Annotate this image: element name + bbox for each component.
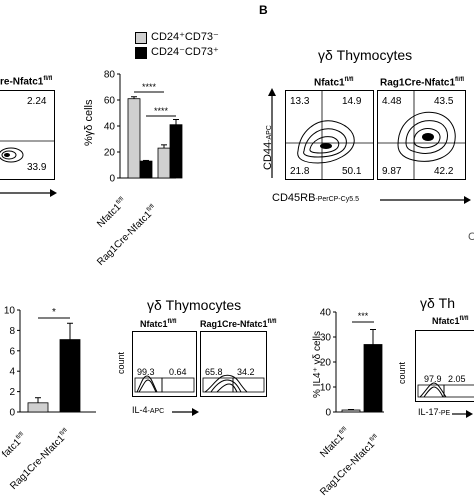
legend-label-2: CD24⁻CD73⁺	[151, 46, 219, 58]
mid-hist-2-left: 65.8	[205, 367, 223, 377]
right-top-flow-plot-2: 4.48 43.5 9.87 42.2	[377, 90, 466, 180]
chart-top-ytick-label: 0	[109, 174, 115, 185]
chart-br-bar-1	[341, 409, 361, 413]
chart-top-ytick-label: 20	[104, 148, 116, 159]
right-bottom-x-arrow	[452, 410, 473, 418]
chart-br-ytick-label: 20	[320, 358, 332, 369]
top-left-q-top-right: 2.24	[27, 96, 47, 107]
flow2-q-tr: 43.5	[434, 96, 454, 107]
mid-hist-1-left: 99.3	[137, 367, 155, 377]
chart-bl-ytick-label: 4	[9, 367, 15, 378]
chart-top-sig-2: ****	[154, 106, 169, 116]
right-bottom-hist-right: 2.05	[448, 374, 466, 384]
mid-hist-plot-2: 65.8 34.2	[200, 331, 267, 397]
right-top-col1: Nfatc1fl/fl	[314, 77, 354, 89]
chart-br-ytick-label: 10	[320, 383, 332, 394]
right-top-y-arrow	[268, 88, 276, 178]
chart-bl-sig: *	[52, 307, 56, 318]
chart-br-ytick-label: 0	[325, 408, 331, 419]
mid-hist-2-right: 34.2	[237, 367, 255, 377]
chart-top-ytick-label: 80	[104, 70, 116, 81]
chart-bl-ytick-label: 6	[9, 346, 15, 357]
mid-hist-2-curves	[202, 374, 265, 393]
right-bottom-ylabel: count	[397, 361, 407, 384]
top-left-flow-plot: 2.24 33.9	[0, 90, 55, 180]
chart-top: 0 20 40 60 80 **** ****	[104, 70, 183, 185]
flow1-q-tl: 13.3	[290, 96, 310, 107]
chart-br-sig: ***	[358, 311, 369, 321]
chart-bottom-left: 0 2 4 6 8 10 *	[4, 306, 96, 419]
right-bottom-hist-curves	[417, 382, 474, 398]
chart-bl-ytick-label: 8	[9, 326, 15, 337]
chart-br-bar-2	[363, 344, 383, 413]
flow1-q-br: 50.1	[342, 166, 362, 177]
chart-bottom-right: 0 10 20 30 40 ***	[320, 308, 384, 419]
flow1-q-bl: 21.8	[290, 166, 310, 177]
flow2-q-br: 42.2	[434, 166, 454, 177]
mid-hist-1-curves	[134, 375, 195, 393]
legend-label-1: CD24⁺CD73⁻	[151, 31, 219, 43]
right-top-flow-plot-1: 13.3 14.9 21.8 50.1	[285, 90, 374, 180]
mid-hist-plot-1: 99.3 0.64	[132, 331, 197, 397]
flow2-q-tl: 4.48	[382, 96, 402, 107]
chart-top-ytick-label: 60	[104, 96, 116, 107]
top-left-flow-header: re-Nfatc1fl/fl	[0, 76, 53, 88]
right-bottom-hist-plot: 97.9 2.05	[415, 330, 474, 402]
right-bottom-hist-left: 97.9	[424, 374, 442, 384]
chart-bl-ytick-label: 0	[9, 408, 15, 419]
right-top-title: γδ Thymocytes	[318, 47, 413, 63]
legend-swatch-2	[135, 47, 147, 59]
mid-bottom-col2: Rag1Cre-Nfatc1fl/fl	[200, 319, 277, 329]
panel-label-b: B	[259, 3, 268, 17]
chart-bl-ytick-label: 2	[9, 387, 15, 398]
flow2-q-bl: 9.87	[382, 166, 402, 177]
right-top-flow-1-contours	[286, 91, 373, 179]
mid-bottom-title: γδ Thymocytes	[147, 297, 242, 313]
chart-top-sig-1: ****	[142, 82, 157, 92]
right-bottom-col1: Nfatc1fl/fl	[432, 316, 469, 326]
mid-hist-1-right: 0.64	[169, 367, 187, 377]
chart-bl-ytick-label: 10	[4, 306, 16, 317]
right-bottom-title: γδ Th	[420, 295, 456, 311]
top-left-q-bottom-right: 33.9	[27, 162, 47, 173]
legend-swatch-1	[135, 32, 147, 44]
right-top-col2: Rag1Cre-Nfatc1fl/fl	[380, 77, 465, 89]
top-left-x-arrow	[0, 189, 57, 197]
chart-top-ytick-label: 40	[104, 122, 116, 133]
right-edge-letter: C	[468, 231, 474, 243]
chart-br-ytick-label: 40	[320, 308, 332, 319]
right-top-flow-2-contours	[378, 91, 465, 179]
right-bottom-xlabel: IL-17-PE	[418, 407, 451, 418]
mid-bottom-xlabel: IL-4-APC	[132, 405, 165, 416]
right-top-x-arrow	[380, 196, 471, 204]
top-left-flow-contours	[0, 140, 54, 163]
flow1-q-tr: 14.9	[342, 96, 362, 107]
right-top-xlabel: CD45RB-PerCP-Cy5.5	[272, 192, 359, 204]
mid-bottom-col1: Nfatc1fl/fl	[140, 319, 177, 329]
mid-bottom-x-arrow	[172, 408, 199, 416]
chart-br-ytick-label: 30	[320, 333, 332, 344]
